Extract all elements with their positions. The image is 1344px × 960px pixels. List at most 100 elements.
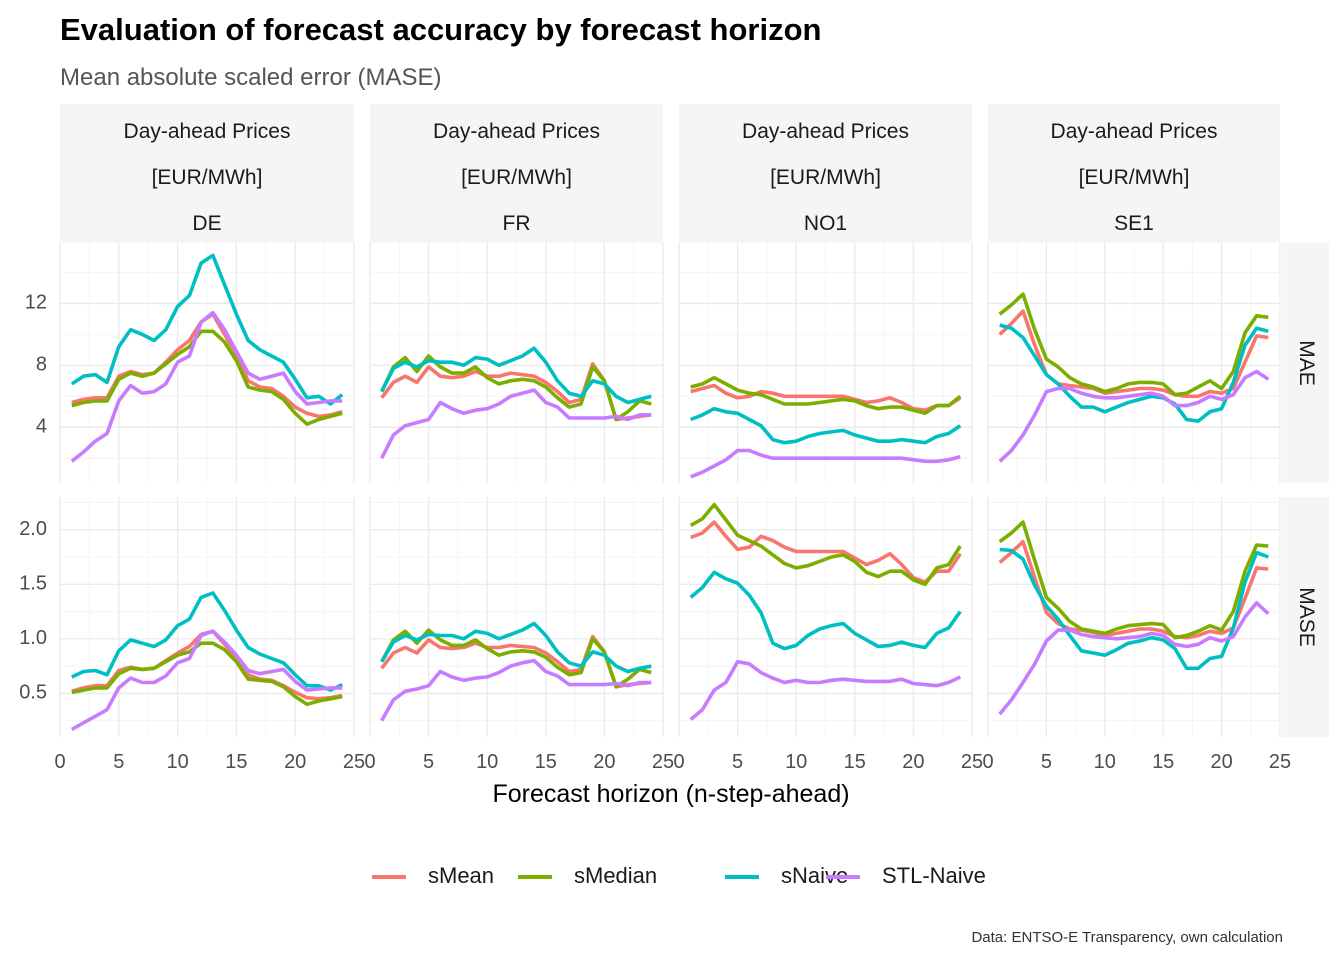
series-line-stl-naive — [998, 369, 1270, 463]
legend-label: sMedian — [574, 863, 657, 888]
y-tick-label: 8 — [36, 354, 47, 376]
series-line-snaive — [689, 570, 962, 651]
legend-item: sNaive — [725, 863, 848, 888]
facet-strip-label: Day-ahead Prices — [124, 120, 291, 143]
legend: sMean sMedian sNaive STL-Naive — [372, 863, 986, 888]
x-tick-label: 25 — [961, 751, 983, 773]
x-tick-label: 0 — [982, 751, 993, 773]
x-tick-label: 20 — [284, 751, 306, 773]
row-strips: MAE MASE — [1282, 243, 1329, 737]
x-tick-label: 20 — [902, 751, 924, 773]
x-tick-label: 10 — [166, 751, 188, 773]
x-tick-label: 5 — [732, 751, 743, 773]
y-tick-label: 0.5 — [19, 682, 47, 704]
x-tick-label: 0 — [364, 751, 375, 773]
y-tick-label: 12 — [25, 292, 47, 314]
series-line-stl-naive — [70, 310, 343, 463]
row-strip — [1282, 497, 1329, 737]
series-line-stl-naive — [380, 658, 652, 722]
y-tick-label: 1.0 — [19, 627, 47, 649]
x-tick-label: 25 — [1269, 751, 1291, 773]
facet-panel — [369, 243, 664, 483]
row-strip-label: MAE — [1295, 340, 1318, 386]
series-line-smedian — [71, 329, 343, 427]
x-tick-label: 5 — [423, 751, 434, 773]
row-strip — [1282, 243, 1329, 483]
series-line-stl-naive — [380, 388, 652, 460]
x-tick-label: 25 — [652, 751, 674, 773]
x-tick-label: 25 — [343, 751, 365, 773]
facet-strip-label: Day-ahead Prices — [1051, 120, 1218, 143]
series-line-snaive — [380, 621, 652, 674]
x-tick-label: 15 — [225, 751, 247, 773]
x-axis-title: Forecast horizon (n-step-ahead) — [492, 780, 849, 808]
facet-strip-label: DE — [192, 212, 221, 235]
series-line-stl-naive — [689, 659, 962, 721]
series-line-smedian — [998, 520, 1269, 640]
facet-panel — [987, 243, 1281, 483]
y-tick-label: 2.0 — [19, 518, 47, 540]
facet-strip — [60, 104, 354, 243]
facet-panel — [678, 497, 973, 737]
series-line-snaive — [380, 346, 652, 405]
legend-item: sMean — [372, 863, 494, 888]
facet-panel — [59, 243, 355, 483]
x-tick-label: 20 — [1210, 751, 1232, 773]
facet-panels — [59, 243, 1281, 737]
x-tick-label: 0 — [54, 751, 65, 773]
x-tick-label: 10 — [1094, 751, 1116, 773]
facet-strip-label: Day-ahead Prices — [433, 120, 600, 143]
series-line-stl-naive — [70, 629, 343, 731]
x-tick-label: 10 — [785, 751, 807, 773]
series-line-stl-naive — [998, 600, 1270, 716]
y-tick-label: 1.5 — [19, 573, 47, 595]
facet-strip-label: [EUR/MWh] — [152, 166, 263, 189]
x-tick-label: 15 — [844, 751, 866, 773]
x-tick-label: 5 — [1041, 751, 1052, 773]
x-tick-label: 10 — [476, 751, 498, 773]
facet-strip-label: [EUR/MWh] — [1079, 166, 1190, 189]
series-line-smedian — [690, 375, 962, 416]
series-line-snaive — [690, 406, 962, 445]
row-strip-label: MASE — [1295, 587, 1318, 647]
facet-strip-label: [EUR/MWh] — [461, 166, 572, 189]
x-tick-label: 20 — [593, 751, 615, 773]
facet-strip — [370, 104, 663, 243]
facet-panel — [678, 243, 973, 483]
facet-strip-label: [EUR/MWh] — [770, 166, 881, 189]
facet-strip-label: SE1 — [1114, 212, 1154, 235]
legend-item: sMedian — [518, 863, 657, 888]
facet-strip-label: NO1 — [804, 212, 847, 235]
facet-strip — [988, 104, 1280, 243]
facet-panel — [987, 497, 1281, 737]
facet-strip-label: FR — [503, 212, 531, 235]
legend-label: STL-Naive — [882, 863, 986, 888]
y-tick-label: 4 — [36, 416, 47, 438]
legend-item: STL-Naive — [826, 863, 986, 888]
caption: Data: ENTSO-E Transparency, own calculat… — [971, 929, 1283, 946]
x-tick-label: 5 — [113, 751, 124, 773]
series-line-snaive — [71, 591, 343, 692]
facet-strips: Day-ahead Prices [EUR/MWh] DE Day-ahead Pri… — [60, 104, 1280, 243]
chart-title: Evaluation of forecast accuracy by forec… — [60, 12, 821, 47]
facet-panel — [59, 497, 355, 737]
facet-strip-label: Day-ahead Prices — [742, 120, 909, 143]
x-tick-label: 15 — [1152, 751, 1174, 773]
series-line-snaive — [999, 323, 1269, 423]
series-line-snaive — [70, 253, 344, 406]
series-line-smedian — [71, 641, 343, 707]
series-line-smean — [998, 539, 1269, 640]
legend-label: sMean — [428, 863, 494, 888]
x-tick-label: 15 — [535, 751, 557, 773]
series-line-smean — [690, 520, 962, 584]
series-line-snaive — [999, 547, 1269, 671]
series-line-smedian — [689, 502, 962, 587]
x-tick-label: 0 — [673, 751, 684, 773]
chart-subtitle: Mean absolute scaled error (MASE) — [60, 64, 442, 91]
series-line-smedian — [998, 292, 1269, 397]
facet-panel — [369, 497, 664, 737]
facet-strip — [679, 104, 972, 243]
series-line-stl-naive — [690, 448, 961, 479]
